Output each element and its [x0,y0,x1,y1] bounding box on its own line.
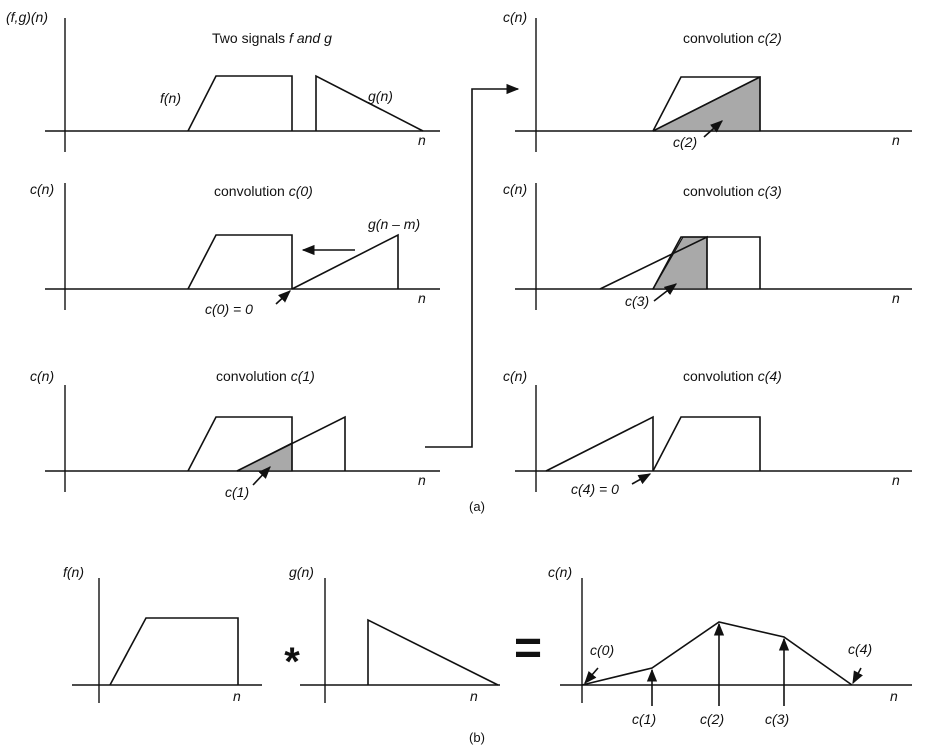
plot-convolution-c2: c(n) convolution c(2) c(2) n [503,9,912,152]
result-label-c0: c(0) [590,642,614,658]
plot-convolution-c1: c(n) convolution c(1) c(1) n [30,368,440,500]
x-axis-label: n [418,132,426,148]
convolution-operator: * [284,640,300,684]
overlap-area [651,236,708,290]
x-axis-label: n [418,472,426,488]
c2-pointer-arrow [703,120,723,138]
g-shifted-triangle [652,76,761,132]
plot-title: Two signals f and g [212,30,332,46]
g-triangle [315,74,424,132]
shift-label: g(n – m) [368,216,420,232]
y-axis-label: c(n) [503,9,527,25]
c2-label: c(2) [673,134,697,150]
c4-arrow [852,667,863,685]
f-trapezoid [109,617,239,686]
f-trapezoid [652,76,761,132]
c3-label: c(3) [625,293,649,309]
c1-pointer-arrow [252,466,271,486]
c1-label: c(1) [225,484,249,500]
c0-label: c(0) = 0 [205,301,253,317]
f-trapezoid [652,236,761,290]
plot-b-result: c(n) c(0) c(1) c(2) c(3) c(4) n [548,564,912,727]
plot-title: convolution c(0) [214,183,313,199]
c4-pointer-arrow [631,473,652,485]
y-axis-label: c(n) [503,181,527,197]
g-shifted-triangle [236,415,346,472]
result-label-c3: c(3) [765,711,789,727]
y-axis-label: c(n) [30,368,54,384]
g-triangle [367,618,499,686]
panel-b-caption: (b) [469,730,485,745]
plot-title: convolution c(3) [683,183,782,199]
plot-two-signals: (f,g)(n) Two signals f and g f(n) g(n) n [6,9,440,152]
f-trapezoid [187,75,293,132]
y-axis-label: c(n) [548,564,572,580]
plot-b-f: f(n) n [63,564,262,704]
f-label: f(n) [160,90,181,106]
x-axis-label: n [418,290,426,306]
y-axis-label: c(n) [30,181,54,197]
y-axis-label: f(n) [63,564,84,580]
plot-convolution-c0: c(n) convolution c(0) g(n – m) c(0) = 0 … [30,181,440,317]
sequence-arrow [425,83,520,448]
plot-convolution-c3: c(n) convolution c(3) c(3) n [503,181,912,310]
plot-title: convolution c(4) [683,368,782,384]
result-label-c2: c(2) [700,711,724,727]
f-trapezoid [187,234,293,290]
g-shifted-triangle [291,233,399,290]
x-axis-label: n [892,132,900,148]
plot-title: convolution c(2) [683,30,782,46]
c0-pointer-arrow [275,290,291,305]
plot-title: convolution c(1) [216,368,315,384]
g-shifted-triangle [545,415,654,472]
plot-convolution-c4: c(n) convolution c(4) c(4) = 0 n [503,368,912,497]
x-axis-label: n [470,688,478,704]
c3-pointer-arrow [653,283,678,302]
x-axis-label: n [233,688,241,704]
g-shifted-triangle [599,235,708,290]
g-label: g(n) [368,88,393,104]
result-label-c4: c(4) [848,641,872,657]
convolution-result-curve [581,621,853,686]
equals-sign: = [514,622,542,675]
y-axis-label: (f,g)(n) [6,9,48,25]
plot-b-g: g(n) n [289,564,500,704]
result-label-c1: c(1) [632,711,656,727]
f-trapezoid [652,416,761,472]
panel-a-caption: (a) [469,499,485,514]
x-axis-label: n [892,472,900,488]
x-axis-label: n [890,688,898,704]
y-axis-label: c(n) [503,368,527,384]
c4-label: c(4) = 0 [571,481,619,497]
y-axis-label: g(n) [289,564,314,580]
x-axis-label: n [892,290,900,306]
c0-arrow [584,667,599,684]
